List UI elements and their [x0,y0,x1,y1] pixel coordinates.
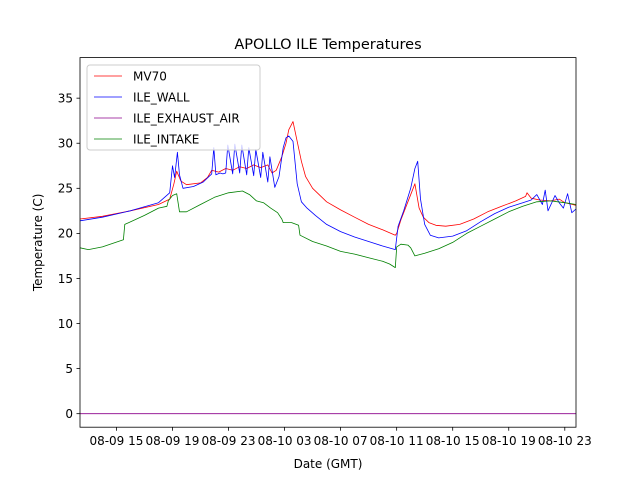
x-tick-label: 08-10 15 [426,434,480,448]
y-axis-ticks: 0 5 10 15 20 25 30 35 [58,91,80,421]
y-tick-label: 30 [58,137,73,151]
y-axis-title: Temperature (C) [31,194,45,293]
x-tick-label: 08-09 19 [145,434,199,448]
series-line-ile-intake [79,190,577,269]
x-tick-label: 08-10 03 [258,434,312,448]
legend-label: ILE_INTAKE [133,132,199,146]
legend-box [86,64,261,151]
x-tick-label: 08-09 23 [202,434,256,448]
chart-title: APOLLO ILE Temperatures [234,37,421,53]
y-tick-label: 5 [65,362,73,376]
y-tick-label: 15 [58,272,73,286]
y-tick-label: 0 [65,407,73,421]
x-tick-label: 08-10 07 [314,434,368,448]
legend: MV70 ILE_WALL ILE_EXHAUST_AIR ILE_INTAKE [86,64,261,151]
y-tick-label: 10 [58,317,73,331]
plot-frame [79,57,577,428]
plot-lines [79,121,577,415]
x-tick-label: 08-09 15 [89,434,143,448]
series-line-ile-wall [79,135,577,251]
legend-label: MV70 [133,69,167,83]
y-tick-label: 35 [58,91,73,105]
x-tick-label: 08-10 23 [538,434,592,448]
legend-label: ILE_EXHAUST_AIR [133,111,240,125]
y-tick-label: 20 [58,227,73,241]
y-tick-label: 25 [58,182,73,196]
x-tick-label: 08-10 19 [482,434,536,448]
x-tick-label: 08-10 11 [370,434,424,448]
series-line-mv70 [79,121,577,236]
x-axis-title: Date (GMT) [294,457,363,471]
x-axis-ticks: 08-09 15 08-09 19 08-09 23 08-10 03 08-10 07… [89,427,592,448]
legend-label: ILE_WALL [133,90,190,104]
